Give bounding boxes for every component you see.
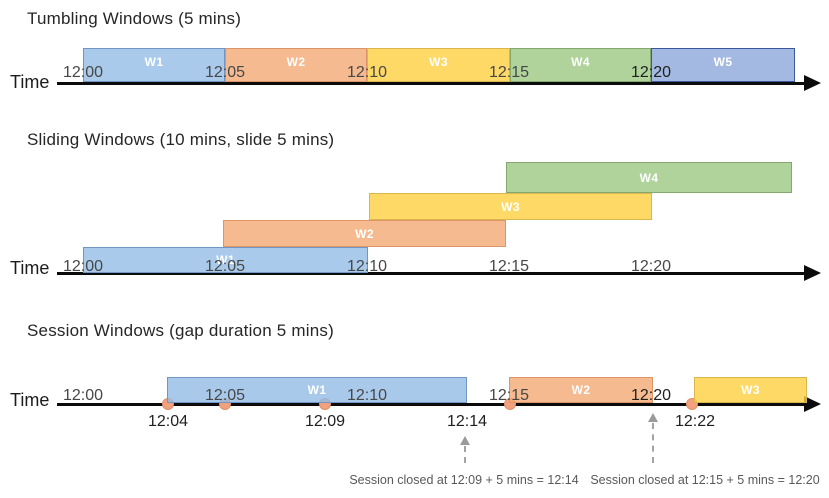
window-label: W1 (307, 383, 327, 397)
sliding-tick-12-15: 12:15 (488, 258, 530, 275)
window-label: W4 (639, 170, 659, 185)
session-tick-12-20: 12:20 (630, 387, 672, 404)
tumbling-window-w2: W2 (225, 48, 367, 82)
tumbling-timeline-axis (57, 82, 806, 85)
tumbling-window-w5: W5 (651, 48, 795, 82)
session-annotation-2: Session closed at 12:15 + 5 mins = 12:20 (590, 473, 820, 487)
window-label: W1 (144, 55, 164, 69)
sliding-window-w1: W1 (83, 247, 368, 273)
session-tick-12-05: 12:05 (204, 387, 246, 404)
tumbling-window-w4: W4 (510, 48, 651, 82)
session-tick-12-15: 12:15 (488, 387, 530, 404)
tumbling-axis-arrowhead-icon (804, 75, 821, 91)
window-label: W1 (216, 253, 235, 267)
session-close-arrow-dash (464, 446, 466, 463)
tumbling-tick-12-05: 12:05 (204, 64, 246, 81)
session-window-w2: W2 (509, 377, 653, 403)
session-window-w1: W1 (167, 377, 467, 403)
session-annotation-1: Session closed at 12:09 + 5 mins = 12:14 (349, 473, 579, 487)
window-label: W2 (286, 55, 306, 69)
session-close-arrow-icon (648, 413, 658, 422)
sliding-window-w4: W4 (506, 162, 792, 193)
window-label: W3 (741, 383, 760, 397)
event-time-12-22: 12:22 (674, 413, 716, 430)
sliding-time-axis-label: Time (10, 258, 50, 278)
tumbling-tick-12-15: 12:15 (488, 64, 530, 81)
tumbling-window-w1: W1 (83, 48, 225, 82)
session-tick-12-00: 12:00 (62, 387, 104, 404)
event-time-12-09: 12:09 (304, 413, 346, 430)
session-axis-arrowhead-icon (804, 396, 821, 412)
sliding-window-w3: W3 (369, 193, 652, 220)
tumbling-time-axis-label: Time (10, 72, 50, 92)
tumbling-tick-12-00: 12:00 (62, 64, 104, 81)
session-tick-12-10: 12:10 (346, 387, 388, 404)
window-label: W4 (571, 55, 590, 69)
window-label: W3 (429, 55, 448, 69)
session-window-w3: W3 (694, 377, 807, 403)
event-time-12-04: 12:04 (147, 413, 189, 430)
event-time-12-14: 12:14 (446, 413, 488, 430)
tumbling-window-w3: W3 (367, 48, 510, 82)
session-close-arrow-dash (652, 423, 654, 463)
tumbling-title: Tumbling Windows (5 mins) (27, 9, 242, 28)
sliding-axis-arrowhead-icon (804, 265, 821, 281)
tumbling-tick-12-20: 12:20 (630, 64, 672, 81)
window-label: W2 (571, 383, 591, 397)
sliding-timeline-axis (57, 272, 806, 275)
sliding-tick-12-05: 12:05 (204, 258, 246, 275)
window-label: W3 (501, 199, 520, 214)
sliding-tick-12-20: 12:20 (630, 258, 672, 275)
window-label: W5 (713, 55, 733, 69)
sliding-tick-12-10: 12:10 (346, 258, 388, 275)
session-close-arrow-icon (460, 436, 470, 445)
session-title: Session Windows (gap duration 5 mins) (27, 321, 334, 340)
sliding-window-w2: W2 (223, 220, 506, 247)
tumbling-tick-12-10: 12:10 (346, 64, 388, 81)
sliding-tick-12-00: 12:00 (62, 258, 104, 275)
session-time-axis-label: Time (10, 390, 50, 410)
sliding-title: Sliding Windows (10 mins, slide 5 mins) (27, 130, 335, 149)
session-timeline-axis (57, 403, 806, 406)
window-label: W2 (355, 226, 374, 241)
